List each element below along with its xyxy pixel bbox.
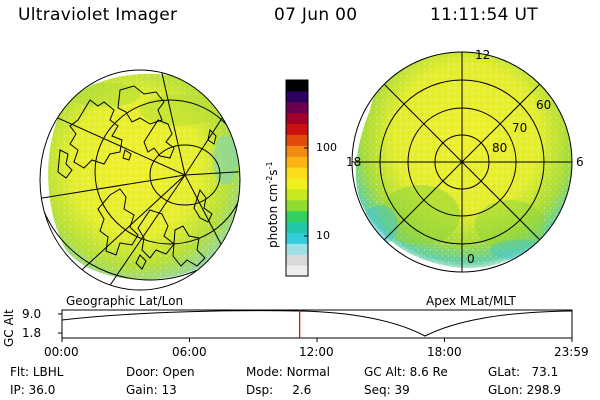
colorbar-swatch (286, 156, 308, 168)
colorbar-swatch (286, 134, 308, 146)
glat-value: 73.1 (531, 365, 559, 379)
status-door: Door: Open (126, 365, 195, 379)
colorbar-swatch (286, 232, 308, 244)
colorbar-swatch (286, 254, 308, 266)
colorbar-tick-100: 100 (316, 141, 337, 154)
orbit-xtick-0600: 06:00 (172, 345, 207, 359)
colorbar-swatch (286, 80, 308, 92)
mlat-label-60: 60 (536, 98, 552, 112)
observation-date: 07 Jun 00 (274, 5, 358, 25)
mlt-label-12: 12 (475, 48, 491, 62)
orbit-plot (58, 309, 573, 342)
colorbar-swatch (286, 265, 308, 277)
status-glon: GLon: 298.9 (488, 383, 561, 397)
colorbar-swatch (286, 243, 308, 255)
orbit-xtick-0000: 00:00 (44, 345, 79, 359)
orbit-ytick-1-8: 1.8 (22, 326, 42, 340)
colorbar-swatch (286, 145, 308, 157)
mlt-label-0: 0 (467, 252, 475, 266)
orbit-ylabel: GC Alt (2, 309, 16, 347)
status-glat: GLat: 73.1 (488, 365, 559, 379)
orbit-ytick-9: 9.0 (22, 307, 42, 321)
geographic-map (39, 69, 241, 291)
polar-map (351, 51, 573, 273)
colorbar-swatch (286, 112, 308, 125)
status-dsp: Dsp: 2.6 (246, 383, 312, 397)
colorbar (285, 79, 309, 277)
orbit-xtick-1800: 18:00 (427, 345, 462, 359)
mlt-label-6: 6 (576, 155, 584, 169)
status-ip: IP: 36.0 (10, 383, 56, 397)
colorbar-unit-label: photon cm-2s-1 (265, 161, 280, 248)
orbit-xtick-2359: 23:59 (554, 345, 589, 359)
seq-value: 39 (394, 383, 410, 397)
gain-value: 13 (161, 383, 177, 397)
colorbar-swatch (286, 199, 308, 212)
colorbar-swatch (286, 101, 308, 114)
colorbar-swatch (286, 188, 308, 201)
gcalt-value: 8.6 Re (409, 365, 448, 379)
flt-value: LBHL (32, 365, 64, 379)
orbit-xtick-1200: 12:00 (299, 345, 334, 359)
colorbar-tick-10: 10 (316, 229, 330, 242)
status-mode: Mode: Normal (246, 365, 330, 379)
instrument-title: Ultraviolet Imager (18, 5, 178, 25)
glon-value: 298.9 (526, 383, 561, 397)
colorbar-swatch (286, 90, 308, 103)
door-value: Open (162, 365, 195, 379)
colorbar-swatch (286, 178, 308, 190)
mlt-label-18: 18 (346, 155, 362, 169)
observation-time: 11:11:54 UT (430, 5, 538, 25)
colorbar-swatch (286, 210, 308, 223)
colorbar-swatch (286, 123, 308, 135)
dsp-value: 2.6 (292, 383, 312, 397)
ip-value: 36.0 (28, 383, 56, 397)
colorbar-swatch (286, 167, 308, 179)
status-gain: Gain: 13 (126, 383, 177, 397)
colorbar-border (285, 79, 309, 277)
status-gcalt: GC Alt: 8.6 Re (364, 365, 448, 379)
status-seq: Seq: 39 (364, 383, 410, 397)
colorbar-swatch (286, 221, 308, 233)
mlat-label-80: 80 (492, 141, 508, 155)
polar-caption: Apex MLat/MLT (426, 294, 516, 308)
status-flt: Flt: LBHL (10, 365, 64, 379)
geographic-caption: Geographic Lat/Lon (66, 294, 184, 308)
mlat-label-70: 70 (512, 121, 528, 135)
mode-value: Normal (286, 365, 330, 379)
